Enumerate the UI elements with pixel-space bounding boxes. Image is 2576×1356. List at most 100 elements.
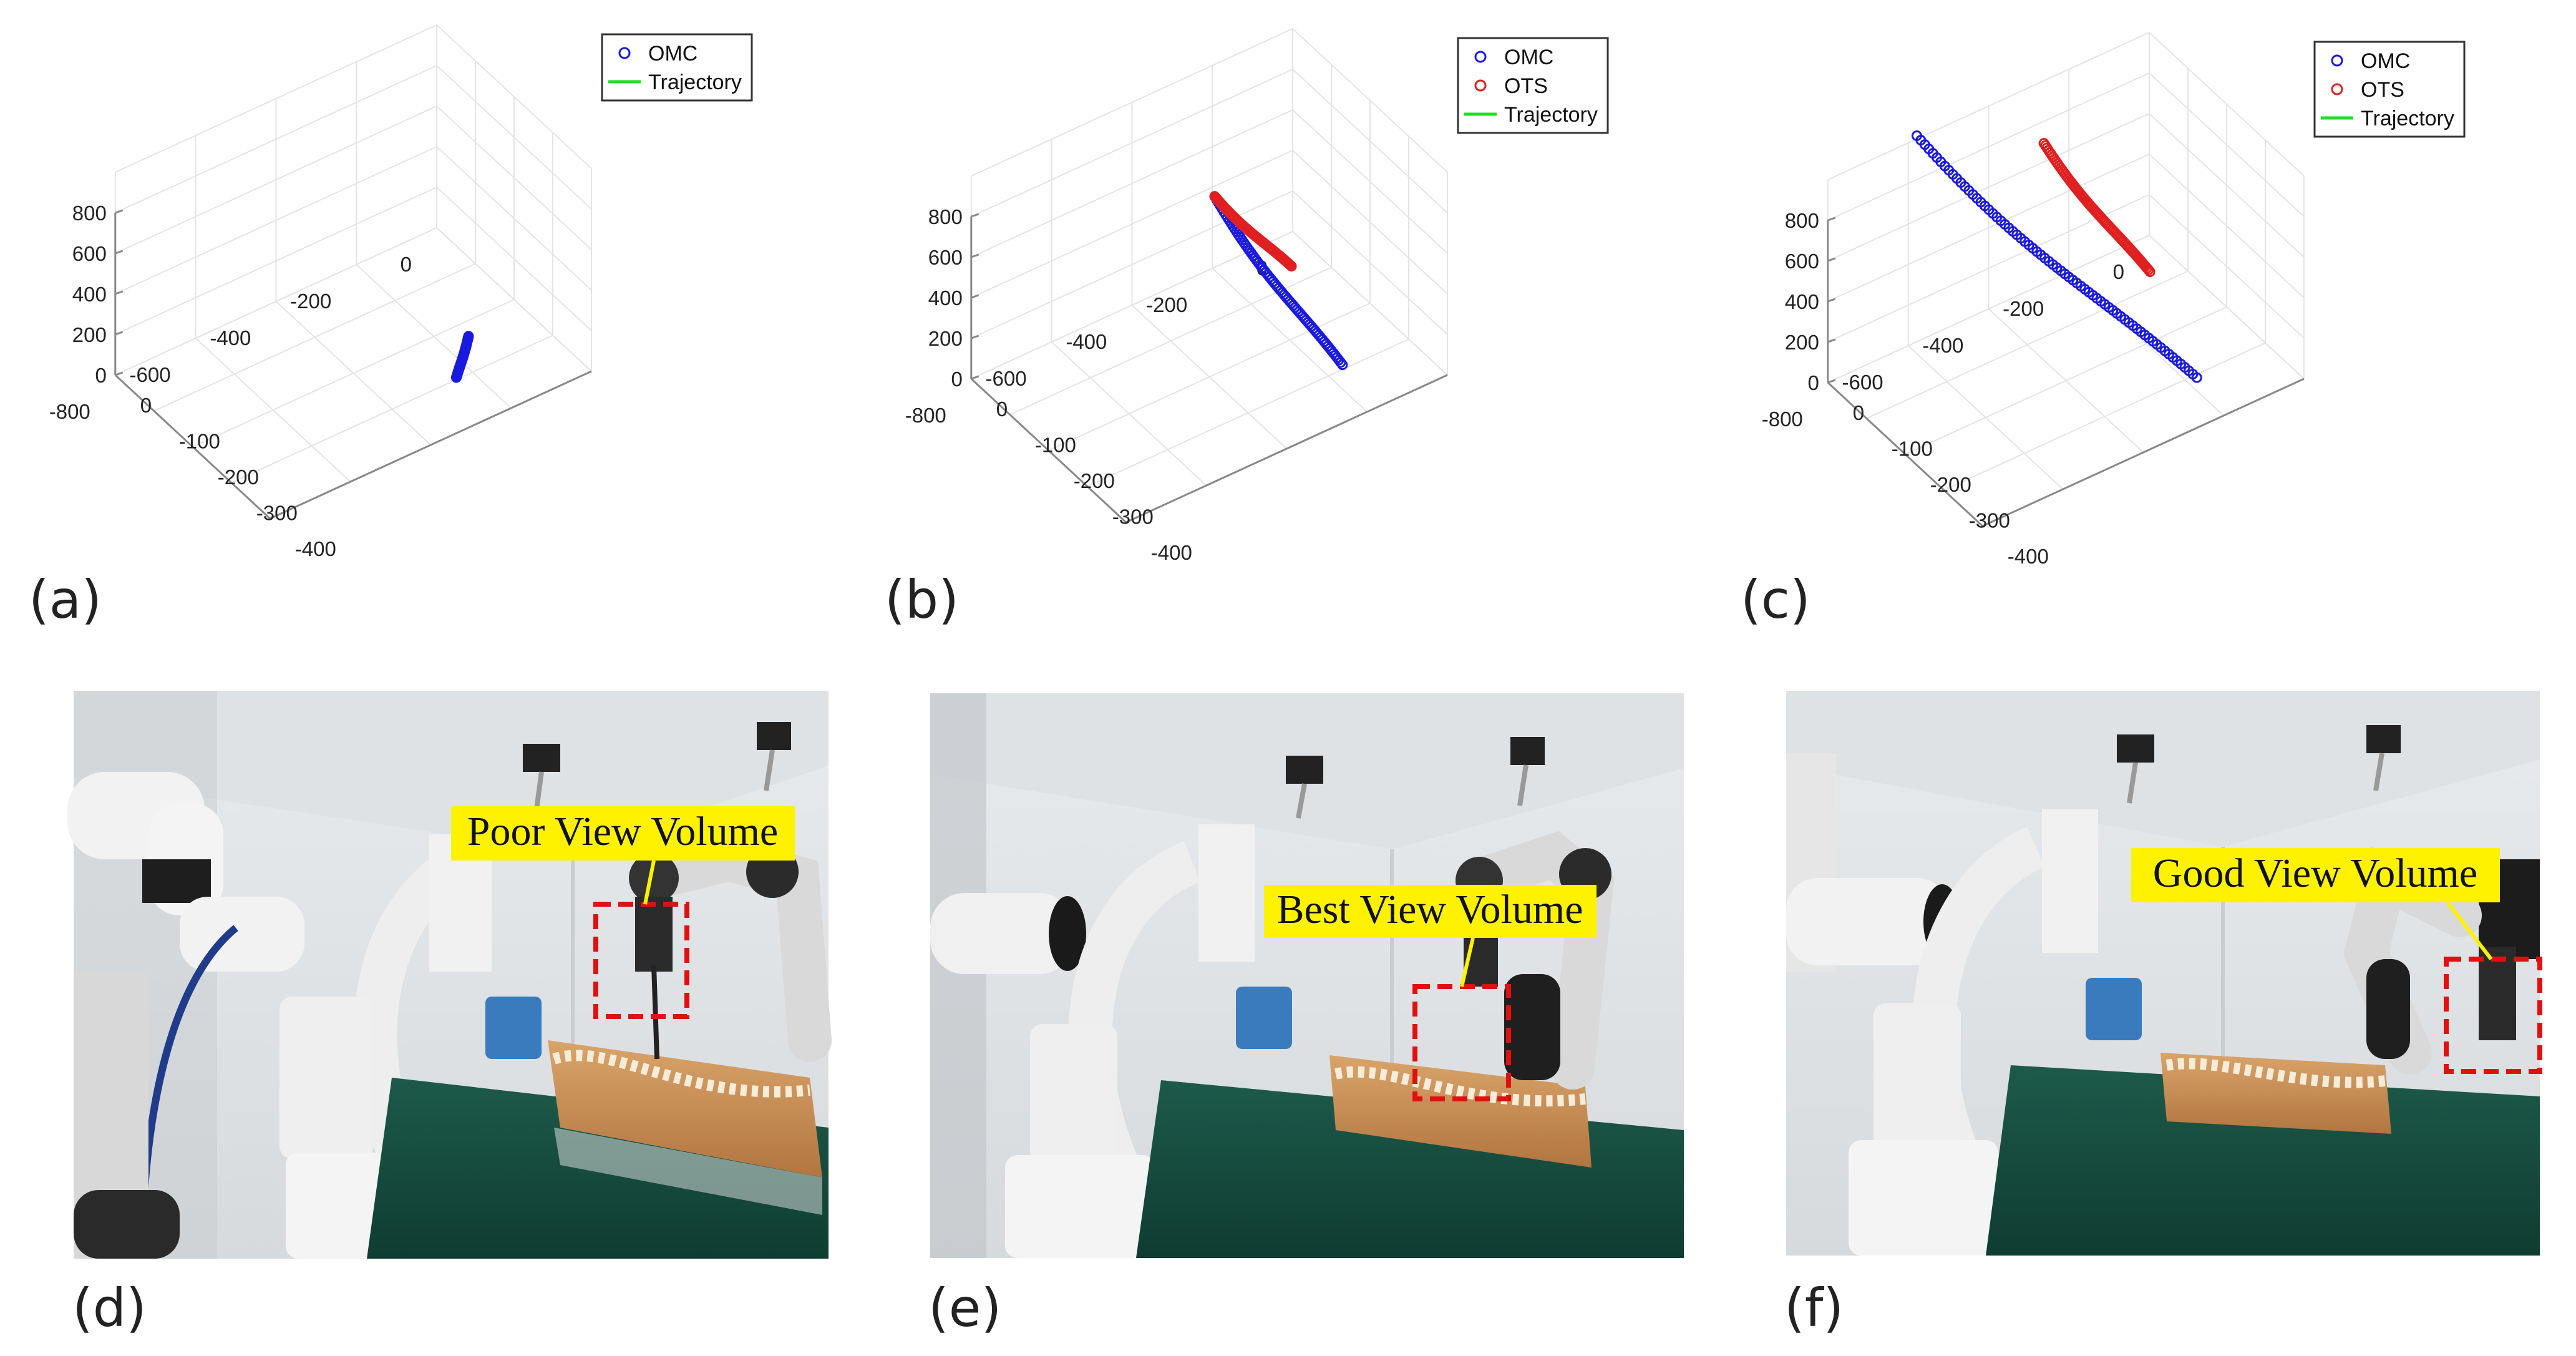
y-tick-label: -400 [295,537,336,560]
photo-panel-f: Good View Volume [1786,691,2542,1256]
x-tick-label: 0 [2113,260,2124,283]
panel-label-a: (a) [29,569,102,630]
z-tick [1827,217,1836,222]
legend-c: OMC OTS Trajectory [2313,41,2466,138]
y-tick-label: -400 [1151,541,1192,564]
legend-label: OMC [648,42,697,66]
z-tick [1827,298,1836,303]
x-tick-label: -600 [986,367,1027,390]
legend-b: OMC OTS Trajectory [1457,37,1609,134]
grid-line [192,299,515,447]
grid-line [153,263,476,412]
y-tick-label: 0 [1853,401,1864,424]
y-tick-label: -400 [2008,545,2049,568]
data-point [2144,266,2156,277]
z-tick-label: 400 [1785,290,1819,313]
series-a [450,331,474,383]
y-tick-label: -200 [218,466,259,489]
robot-arm-photo-d [67,691,832,1259]
x-tick-label: -400 [1066,330,1107,353]
grid-line [1827,31,2305,180]
z-tick-label: 800 [72,202,107,225]
legend-label: Trajectory [648,71,742,94]
grid-line [115,145,592,295]
grid-line [115,186,592,335]
z-tick [115,331,124,336]
grid-line [1827,153,2305,302]
grid-line [1866,270,2189,419]
y-axis-line [970,378,1127,524]
panel-label-b: (b) [885,569,959,630]
y-tick-label: -200 [1930,473,1971,496]
x-tick-label: -200 [1146,293,1187,316]
y-tick-label: -100 [1892,437,1933,461]
grid-line [1905,306,2227,455]
grid-line [971,109,1448,258]
grid-line [1827,112,2305,261]
grid-line [1827,72,2305,221]
legend-box [2313,41,2466,138]
x-tick-label: -800 [49,400,90,423]
z-tick [1827,338,1836,343]
z-tick [115,290,124,295]
grid-line [115,64,592,213]
grid-line [1827,234,2305,383]
roi-box-d [593,902,689,1019]
grid-line [1943,342,2266,491]
y-tick-label: -100 [179,430,220,453]
z-tick [1827,379,1836,384]
y-axis-b: 0 -100 -200 -300 -400 [970,378,1192,564]
z-tick-label: 200 [1785,331,1819,354]
plot-panel-c: 0 200 400 600 800 0 -200 -400 -600 -800 0 -100 -20… [1762,31,2466,568]
z-tick-label: 0 [95,364,106,387]
series-b [1209,191,1348,371]
panel-label-e: (e) [928,1277,1001,1339]
y-tick-label: -100 [1035,434,1076,457]
series-omc [450,331,474,383]
y-axis-line [114,374,271,520]
x-tick-label: 0 [401,253,412,276]
photo-panel-d: Poor View Volume [67,691,832,1259]
z-tick [971,253,979,258]
legend-label: Trajectory [2361,107,2454,130]
z-tick [971,334,979,339]
series-omc [1209,191,1348,371]
panel-label-c: (c) [1741,569,1810,630]
z-tick [971,375,979,380]
z-tick-label: 800 [928,205,963,228]
grid-line [1048,303,1371,451]
data-point [2143,265,2154,276]
y-axis-a: 0 -100 -200 -300 -400 [114,374,336,560]
x-tick-label: -400 [1922,334,1963,357]
x-axis-line [270,370,592,520]
z-tick-label: 200 [928,327,963,350]
x-tick-label: -600 [1842,371,1883,394]
z-tick-label: 400 [928,286,963,310]
callout-bg-f [2131,848,2500,902]
y-tick-label: 0 [996,398,1008,421]
z-tick-label: 400 [72,283,107,306]
grid-line [115,227,592,376]
z-tick [115,209,124,214]
legend-marker [2331,54,2343,67]
x-tick-label: -400 [210,326,251,349]
legend-box [1457,37,1609,134]
grid-line [1087,338,1409,487]
z-tick-label: 0 [951,368,962,391]
callout-pointer-e [1460,937,1475,987]
grid-a [114,24,592,519]
y-tick-label: -300 [1112,505,1154,529]
y-tick-label: -200 [1074,469,1115,492]
z-tick-label: 600 [928,246,963,269]
callout-label-e: Best View Volume [1276,887,1583,932]
grid-line [971,149,1448,298]
panel-label-f: (f) [1784,1277,1844,1339]
grid-line [971,230,1448,379]
z-tick-label: 600 [1785,250,1819,273]
callout-pointer-f [2446,901,2493,960]
callout-bg-d [451,806,795,861]
data-point [1286,261,1297,272]
y-tick-label: -300 [256,502,298,525]
z-tick [1827,257,1836,262]
